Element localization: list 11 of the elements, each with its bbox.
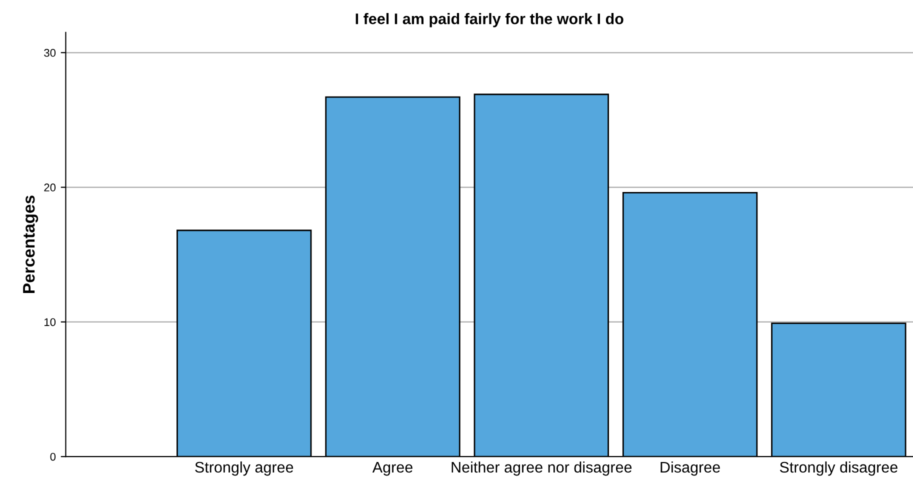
y-axis-title: Percentages — [23, 196, 38, 293]
y-tick-label: 0 — [50, 452, 56, 461]
x-tick-label: Strongly agree — [195, 461, 294, 476]
x-tick-label: Neither agree nor disagree — [452, 461, 632, 476]
y-tick-label: 30 — [44, 48, 56, 57]
x-tick-label: Disagree — [660, 461, 720, 476]
y-tick-label: 10 — [44, 318, 56, 326]
x-tick-label: Agree — [372, 462, 412, 476]
y-tick-label: 20 — [44, 184, 56, 192]
chart-title: I feel I am paid fairly for the work I do — [356, 13, 624, 28]
x-tick-label: Strongly disagree — [780, 461, 898, 476]
